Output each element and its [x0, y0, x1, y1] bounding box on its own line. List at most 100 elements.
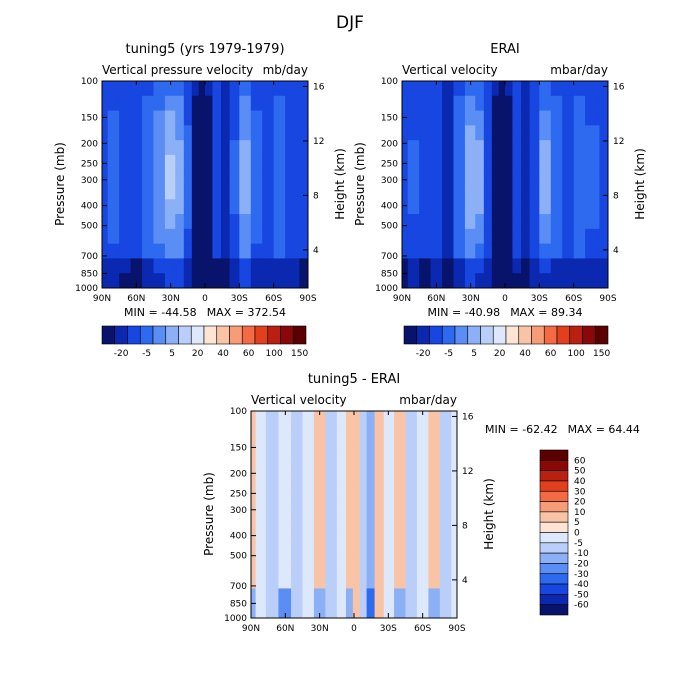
heat-cell [175, 214, 185, 230]
heat-cell [302, 514, 315, 530]
heat-cell [475, 169, 485, 185]
heat-cell [483, 199, 493, 215]
heat-cell [402, 125, 409, 141]
heat-cell [345, 544, 354, 560]
heat-cell [439, 440, 452, 456]
heat-cell [405, 484, 418, 501]
heat-cell [442, 154, 454, 171]
heat-cell [325, 529, 338, 545]
heat-cell [265, 455, 279, 471]
heat-cell [313, 499, 326, 515]
x-tick-label: 60N [276, 624, 294, 634]
heat-cell [529, 154, 540, 171]
y-right-tick-label: 8 [462, 521, 468, 531]
heat-cell [191, 81, 200, 97]
y-tick-label: 150 [230, 443, 247, 453]
heat-cell [164, 214, 176, 230]
heat-cell [285, 81, 300, 97]
heat-cell [374, 455, 385, 471]
heat-cell [302, 425, 315, 442]
heat-cell [299, 169, 309, 185]
heat-cell [442, 110, 454, 126]
heat-cell [153, 169, 166, 185]
heat-cell [273, 140, 286, 156]
heat-cell [255, 484, 267, 501]
colorbar-swatch [454, 325, 469, 345]
heat-cell [336, 603, 347, 619]
heat-cell [585, 125, 600, 141]
heat-cell [405, 455, 418, 471]
heat-cell [221, 228, 231, 245]
y-tick-label: 200 [230, 469, 247, 479]
heat-cell [550, 199, 563, 215]
y-right-tick-label: 16 [313, 82, 325, 92]
heat-cell [491, 154, 500, 171]
heat-cell [599, 95, 609, 112]
heat-cell [419, 169, 432, 185]
heat-cell [175, 95, 185, 112]
colorbar-label: 0 [574, 529, 580, 539]
heat-cell [402, 258, 409, 274]
subtitle-right: mbar/day [550, 63, 608, 77]
heat-cell [394, 544, 406, 560]
heat-cell [285, 243, 300, 259]
heat-cell [562, 273, 575, 289]
heat-cell [302, 558, 315, 575]
heat-cell [439, 455, 452, 471]
y-tick-label: 500 [230, 552, 247, 562]
heat-cell [359, 529, 368, 545]
colorbar-swatch [539, 573, 569, 585]
heat-cell [285, 169, 300, 185]
y-tick-label: 400 [81, 202, 98, 212]
heat-cell [102, 169, 109, 185]
heat-cell [442, 81, 454, 97]
colorbar-swatch [267, 325, 281, 345]
heat-cell [573, 154, 586, 171]
colorbar-swatch [280, 325, 294, 345]
heat-cell [430, 110, 443, 126]
heat-cell [251, 455, 257, 471]
heat-cell [453, 199, 466, 215]
heat-cell [255, 425, 267, 442]
heat-cell [599, 110, 609, 126]
heat-cell [483, 95, 493, 112]
heat-cell [366, 558, 376, 575]
max-label: MAX = [510, 306, 551, 319]
heat-cell [442, 140, 454, 156]
heat-cell [239, 243, 252, 259]
heat-cell [119, 273, 132, 289]
colorbar-swatch [203, 325, 218, 345]
heat-cell [394, 529, 406, 545]
colorbar-swatch [539, 480, 569, 492]
heat-cell [198, 154, 206, 171]
colorbar-swatch [539, 470, 569, 482]
heat-cell [521, 154, 531, 171]
colorbar-label: -5 [142, 349, 151, 359]
heat-cell [359, 411, 368, 427]
heat-cell [221, 214, 231, 230]
heat-cell [352, 588, 361, 604]
heat-cell [262, 184, 275, 200]
heat-cell [313, 603, 326, 619]
heat-cell [229, 243, 240, 259]
heat-cell [430, 258, 443, 274]
y-tick-label: 1000 [75, 284, 98, 294]
heat-cell [407, 81, 420, 97]
heat-cell [285, 125, 300, 141]
heat-cell [250, 199, 263, 215]
heat-cell [221, 140, 231, 156]
heat-cell [142, 140, 154, 156]
heat-cell [325, 514, 338, 530]
heat-cell [498, 243, 506, 259]
heat-cell [325, 425, 338, 442]
heat-cell [442, 125, 454, 141]
heat-cell [451, 455, 458, 471]
heat-cell [265, 529, 279, 545]
heat-cell [419, 95, 432, 112]
heat-cell [119, 81, 132, 97]
heat-cell [191, 95, 200, 112]
heat-cell [439, 470, 452, 486]
heat-cell [175, 125, 185, 141]
heat-cell [512, 110, 522, 126]
heat-cell [130, 214, 143, 230]
